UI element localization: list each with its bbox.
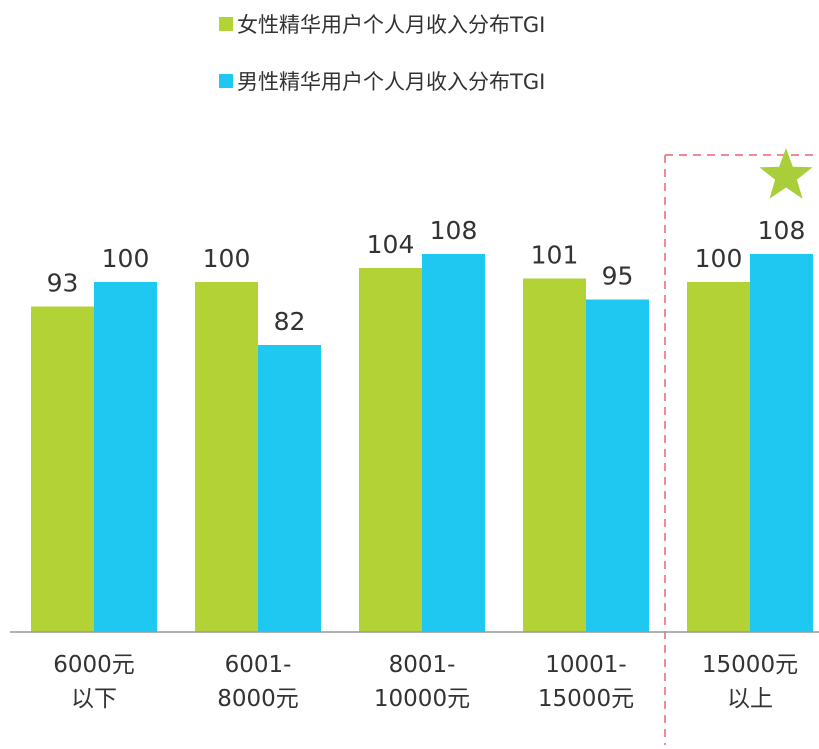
value-label-female-5: 100: [695, 244, 743, 273]
x-tick-label-4-line-2: 15000元: [538, 686, 634, 712]
value-label-male-3: 108: [430, 216, 478, 245]
legend-label-2: 男性精华用户个人月收入分布TGI: [237, 70, 545, 94]
legend-swatch-1: [219, 17, 233, 31]
x-tick-label-3-line-1: 8001-: [389, 652, 456, 678]
bar-female-4: [523, 278, 586, 632]
x-tick-label-2-line-1: 6001-: [225, 652, 292, 678]
bar-female-3: [359, 268, 422, 632]
bar-male-3: [422, 254, 485, 632]
bar-male-5: [750, 254, 813, 632]
bar-female-1: [31, 306, 94, 632]
x-tick-label-5-line-1: 15000元: [702, 652, 798, 678]
legend-label-1: 女性精华用户个人月收入分布TGI: [237, 13, 545, 37]
star-icon: [759, 148, 813, 199]
bar-male-1: [94, 282, 157, 632]
x-tick-label-3-line-2: 10000元: [374, 686, 470, 712]
bar-male-4: [586, 299, 649, 632]
x-tick-label-4-line-1: 10001-: [545, 652, 626, 678]
x-tick-label-5-line-2: 以上: [727, 686, 773, 712]
x-tick-label-1-line-2: 以下: [71, 686, 117, 712]
bar-female-5: [687, 282, 750, 632]
value-label-male-2: 82: [274, 307, 306, 336]
value-label-male-4: 95: [602, 262, 634, 291]
value-label-female-3: 104: [367, 230, 415, 259]
value-label-male-5: 108: [758, 216, 806, 245]
value-label-male-1: 100: [102, 244, 150, 273]
value-label-female-1: 93: [47, 269, 79, 298]
value-label-female-4: 101: [531, 241, 579, 270]
x-tick-label-2-line-2: 8000元: [217, 686, 299, 712]
x-tick-label-1-line-1: 6000元: [53, 652, 135, 678]
legend-swatch-2: [219, 74, 233, 88]
bar-male-2: [258, 345, 321, 632]
value-label-female-2: 100: [203, 244, 251, 273]
bar-female-2: [195, 282, 258, 632]
